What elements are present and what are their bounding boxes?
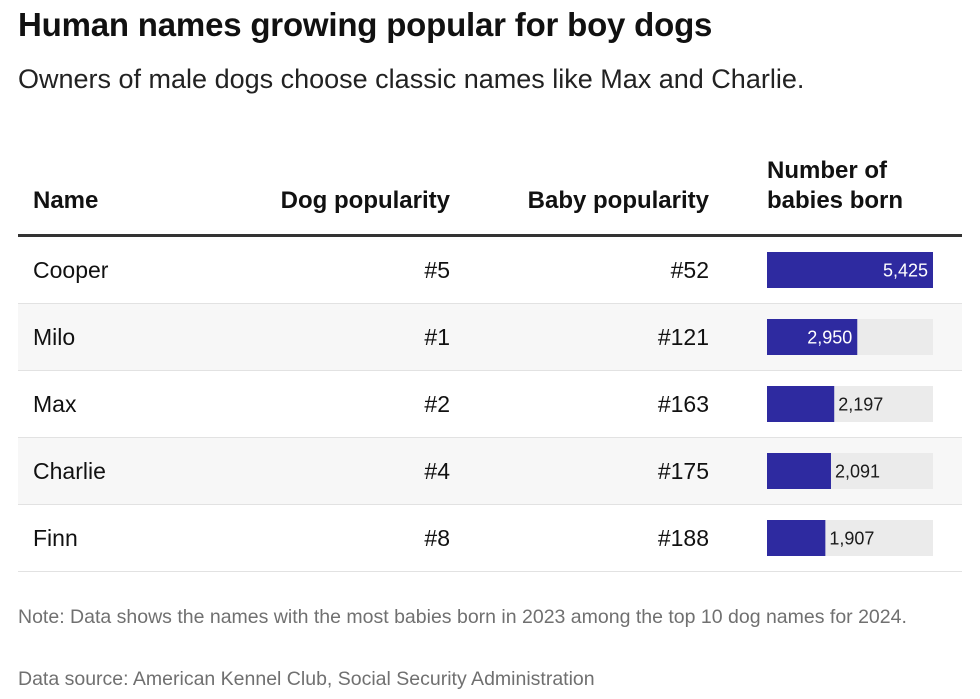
baby-popularity-cell: #175 bbox=[657, 458, 709, 484]
baby-popularity-cell: #188 bbox=[657, 525, 709, 551]
dog-popularity-cell: #4 bbox=[424, 458, 450, 484]
babies-bar-chart: 2,950 bbox=[767, 319, 933, 355]
baby-popularity-cell: #52 bbox=[670, 257, 709, 283]
name-cell: Max bbox=[33, 391, 77, 417]
dog-popularity-cell: #1 bbox=[424, 324, 450, 350]
column-header-babies-born: Number of babies born bbox=[767, 157, 904, 214]
table-row: Finn #8 #188 1,907 bbox=[18, 505, 962, 572]
name-cell: Milo bbox=[33, 324, 76, 350]
table-row: Milo #1 #121 2,950 bbox=[18, 304, 962, 371]
babies-bar-cell: 2,197 bbox=[767, 386, 933, 422]
baby-popularity-cell: #163 bbox=[657, 391, 709, 417]
chart-subtitle: Owners of male dogs choose classic names… bbox=[18, 64, 805, 94]
data-table: Name Dog popularity Baby popularity Numb… bbox=[18, 150, 962, 572]
chart-source: Data source: American Kennel Club, Socia… bbox=[18, 668, 595, 690]
chart-note: Note: Data shows the names with the most… bbox=[18, 606, 907, 628]
babies-bar-chart: 2,091 bbox=[767, 453, 933, 489]
dog-popularity-cell: #5 bbox=[424, 257, 450, 283]
babies-bar-cell: 5,425 bbox=[767, 252, 933, 288]
babies-value-label: 2,197 bbox=[838, 395, 883, 415]
table-header: Name Dog popularity Baby popularity Numb… bbox=[18, 150, 962, 237]
column-header-dog-popularity: Dog popularity bbox=[280, 187, 450, 214]
babies-value-label: 5,425 bbox=[883, 261, 928, 281]
dog-popularity-cell: #2 bbox=[424, 391, 450, 417]
babies-value-label: 1,907 bbox=[829, 529, 874, 549]
name-cell: Charlie bbox=[33, 458, 106, 484]
babies-bar bbox=[767, 252, 933, 288]
babies-bar-cell: 2,950 bbox=[767, 319, 933, 355]
babies-bar bbox=[767, 319, 858, 355]
babies-bar bbox=[767, 386, 835, 422]
babies-bar bbox=[767, 520, 826, 556]
babies-bar-cell: 1,907 bbox=[767, 520, 933, 556]
table-row: Cooper #5 #52 5,425 bbox=[18, 237, 962, 304]
chart-title: Human names growing popular for boy dogs bbox=[18, 6, 713, 43]
babies-bar-chart: 1,907 bbox=[767, 520, 933, 556]
column-header-name: Name bbox=[33, 187, 99, 214]
babies-bar bbox=[767, 453, 831, 489]
name-cell: Cooper bbox=[33, 257, 109, 283]
column-header-baby-popularity: Baby popularity bbox=[527, 187, 709, 214]
table-row: Charlie #4 #175 2,091 bbox=[18, 438, 962, 505]
dog-popularity-cell: #8 bbox=[424, 525, 450, 551]
name-cell: Finn bbox=[33, 525, 78, 551]
babies-value-label: 2,091 bbox=[835, 462, 880, 482]
table-row: Max #2 #163 2,197 bbox=[18, 371, 962, 438]
baby-popularity-cell: #121 bbox=[657, 324, 709, 350]
babies-bar-chart: 2,197 bbox=[767, 386, 933, 422]
babies-bar-cell: 2,091 bbox=[767, 453, 933, 489]
babies-bar-chart: 5,425 bbox=[767, 252, 933, 288]
babies-value-label: 2,950 bbox=[807, 328, 852, 348]
